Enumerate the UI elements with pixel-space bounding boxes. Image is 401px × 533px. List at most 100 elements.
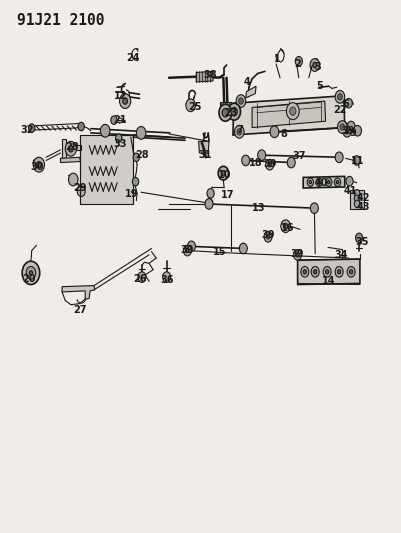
Circle shape — [266, 235, 269, 239]
Circle shape — [136, 126, 146, 139]
Text: 39: 39 — [290, 249, 304, 259]
Circle shape — [315, 178, 322, 187]
Text: 35: 35 — [354, 237, 368, 247]
Text: 33: 33 — [113, 139, 127, 149]
Circle shape — [317, 181, 320, 184]
Circle shape — [68, 146, 73, 152]
Circle shape — [162, 272, 170, 282]
Circle shape — [308, 181, 311, 184]
Text: 15: 15 — [213, 247, 226, 257]
Text: 26: 26 — [133, 274, 147, 284]
Circle shape — [309, 59, 319, 71]
Circle shape — [221, 171, 225, 176]
Circle shape — [122, 98, 127, 104]
Text: 10: 10 — [218, 170, 231, 180]
Text: 2: 2 — [294, 59, 300, 69]
Text: 11: 11 — [350, 156, 363, 166]
Circle shape — [236, 128, 241, 135]
Circle shape — [26, 266, 36, 279]
Circle shape — [337, 120, 346, 133]
Polygon shape — [198, 141, 209, 153]
Text: 7: 7 — [235, 125, 242, 135]
Circle shape — [353, 190, 359, 197]
Text: 39: 39 — [340, 126, 354, 136]
Text: 28: 28 — [135, 150, 148, 159]
Text: 14: 14 — [321, 276, 335, 286]
Circle shape — [339, 124, 344, 130]
Circle shape — [119, 94, 130, 109]
Circle shape — [325, 270, 328, 274]
Text: 39: 39 — [180, 245, 194, 255]
Text: 40: 40 — [314, 177, 328, 188]
Circle shape — [185, 248, 188, 253]
Circle shape — [230, 108, 237, 116]
Circle shape — [36, 161, 41, 168]
Text: 18: 18 — [248, 158, 261, 167]
Polygon shape — [220, 102, 230, 109]
Circle shape — [68, 173, 78, 186]
Text: 20: 20 — [22, 274, 35, 284]
Text: 17: 17 — [220, 190, 233, 200]
Circle shape — [267, 163, 271, 167]
Circle shape — [222, 109, 228, 117]
Circle shape — [337, 94, 342, 100]
Circle shape — [353, 195, 359, 203]
Circle shape — [302, 270, 306, 274]
Circle shape — [346, 121, 354, 132]
Text: 1: 1 — [273, 54, 279, 64]
Circle shape — [294, 56, 302, 66]
Text: 39: 39 — [262, 159, 276, 168]
Text: 21: 21 — [113, 115, 126, 125]
Text: 34: 34 — [334, 250, 347, 260]
Text: 12: 12 — [114, 91, 128, 101]
Circle shape — [227, 103, 240, 120]
Polygon shape — [297, 259, 359, 285]
Text: 30: 30 — [30, 162, 44, 172]
Circle shape — [100, 124, 110, 137]
Circle shape — [78, 122, 84, 131]
Circle shape — [339, 122, 347, 133]
Circle shape — [346, 266, 354, 277]
Polygon shape — [302, 176, 344, 188]
Circle shape — [241, 155, 249, 166]
Text: 22: 22 — [332, 104, 346, 115]
Text: 43: 43 — [355, 201, 369, 212]
Circle shape — [265, 159, 273, 170]
Text: 9: 9 — [348, 128, 355, 139]
Circle shape — [185, 99, 195, 112]
Polygon shape — [349, 190, 363, 209]
Circle shape — [29, 271, 32, 275]
Circle shape — [133, 153, 139, 161]
Polygon shape — [60, 157, 80, 163]
Circle shape — [336, 181, 338, 184]
Circle shape — [334, 178, 340, 187]
Text: 91J21 2100: 91J21 2100 — [17, 13, 105, 28]
Text: 41: 41 — [343, 185, 356, 196]
Circle shape — [239, 243, 247, 254]
Text: 23: 23 — [223, 108, 237, 118]
Polygon shape — [79, 135, 133, 204]
Circle shape — [342, 126, 350, 137]
Polygon shape — [196, 71, 213, 82]
Text: 8: 8 — [280, 129, 287, 139]
Text: 42: 42 — [355, 192, 369, 203]
Circle shape — [286, 103, 298, 119]
Text: 24: 24 — [126, 53, 140, 62]
Circle shape — [263, 231, 271, 242]
Circle shape — [132, 177, 138, 186]
Circle shape — [334, 266, 342, 277]
Text: 4: 4 — [243, 77, 249, 87]
Circle shape — [313, 270, 316, 274]
Circle shape — [295, 253, 298, 257]
Circle shape — [337, 270, 340, 274]
Circle shape — [348, 270, 352, 274]
Circle shape — [322, 266, 330, 277]
Circle shape — [310, 203, 318, 214]
Circle shape — [33, 157, 45, 172]
Circle shape — [353, 200, 359, 208]
Polygon shape — [62, 286, 95, 300]
Text: 31: 31 — [198, 150, 211, 160]
Circle shape — [354, 233, 362, 243]
Polygon shape — [232, 96, 344, 135]
Circle shape — [344, 130, 348, 134]
